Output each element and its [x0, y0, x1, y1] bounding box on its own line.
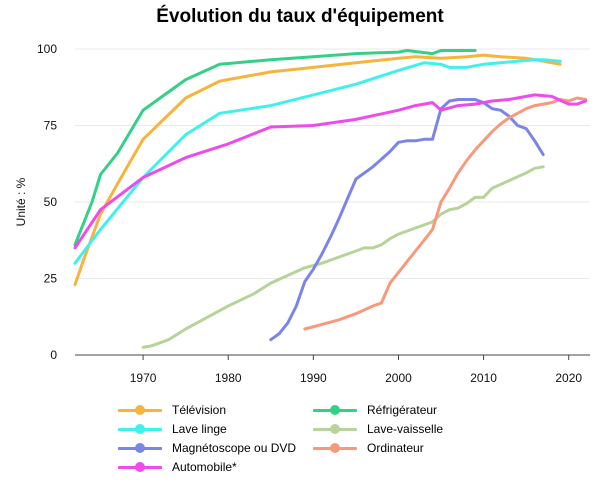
- x-tick-label-1990: 1990: [300, 371, 327, 385]
- line-chart: 0 25 50 75 100 1970 1980 1990 2000 2010 2020 Unité …: [14, 42, 590, 385]
- x-tick-label-2000: 2000: [385, 371, 412, 385]
- legend-item-3: Lave-vaisselle: [313, 422, 443, 436]
- legend-swatch-2: [118, 424, 162, 434]
- legend-swatch-4: [118, 443, 162, 453]
- legend-label-2: Lave linge: [172, 422, 227, 436]
- legend-swatch-0: [118, 405, 162, 415]
- legend-item-4: Magnétoscope ou DVD: [118, 441, 296, 455]
- legend-label-1: Réfrigérateur: [367, 403, 438, 417]
- series-line-5: [303, 96, 588, 331]
- legend-label-6: Automobile*: [172, 460, 237, 474]
- legend-item-0: Télévision: [118, 403, 226, 417]
- legend-item-6: Automobile*: [118, 460, 237, 474]
- legend-label-4: Magnétoscope ou DVD: [172, 441, 297, 455]
- y-axis-label: Unité : %: [14, 177, 28, 226]
- y-tick-label-0: 0: [50, 348, 57, 362]
- legend-swatch-6: [118, 462, 162, 472]
- series-line-1: [73, 49, 477, 247]
- series-line-3: [141, 165, 545, 349]
- y-tick-label-100: 100: [37, 42, 57, 56]
- legend-item-5: Ordinateur: [313, 441, 424, 455]
- legend-label-0: Télévision: [172, 403, 227, 417]
- y-tick-label-25: 25: [44, 272, 58, 286]
- y-tick-label-50: 50: [44, 195, 58, 209]
- legend-item-1: Réfrigérateur: [313, 403, 437, 417]
- legend-label-3: Lave-vaisselle: [367, 422, 444, 436]
- legend-swatch-1: [313, 405, 357, 415]
- x-tick-label-1980: 1980: [215, 371, 242, 385]
- series-line-6: [73, 93, 588, 250]
- y-tick-label-75: 75: [44, 119, 58, 133]
- x-tick-label-2010: 2010: [470, 371, 497, 385]
- chart-title: Évolution du taux d'équipement: [156, 6, 444, 27]
- series-line-4: [269, 98, 545, 342]
- legend-swatch-5: [313, 443, 357, 453]
- legend-swatch-3: [313, 424, 357, 434]
- series-line-2: [73, 58, 562, 265]
- chart-legend: Télévision Réfrigérateur Lave linge Lave-va…: [118, 403, 588, 483]
- x-tick-label-2020: 2020: [555, 371, 582, 385]
- x-tick-label-1970: 1970: [130, 371, 157, 385]
- legend-label-5: Ordinateur: [367, 441, 424, 455]
- legend-item-2: Lave linge: [118, 422, 227, 436]
- series-line-0: [73, 53, 562, 287]
